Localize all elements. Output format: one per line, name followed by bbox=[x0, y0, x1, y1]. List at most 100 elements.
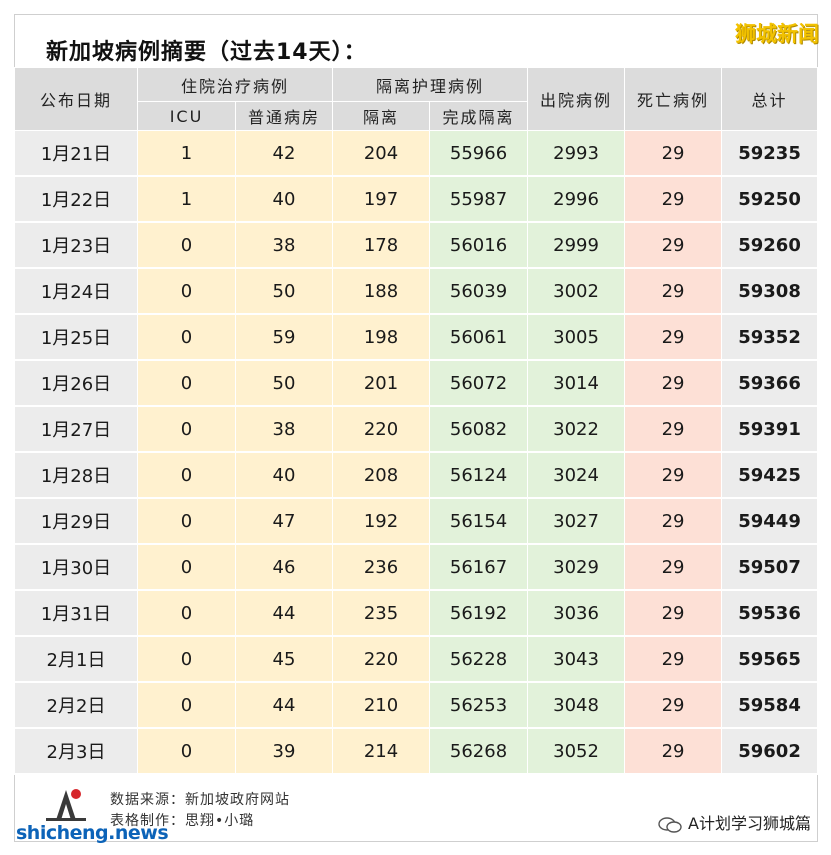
row-date: 2月2日 bbox=[14, 681, 138, 729]
footer-maker: 表格制作：思翔•小璐 bbox=[110, 813, 255, 829]
cell-discharged: 3048 bbox=[527, 681, 626, 729]
cell-completed-isolation: 56082 bbox=[429, 405, 529, 453]
row-date: 1月24日 bbox=[14, 267, 138, 315]
cell-total: 59352 bbox=[721, 313, 819, 361]
table-row: 1月28日 0 40 208 56124 3024 29 59425 bbox=[14, 451, 819, 499]
cell-total: 59366 bbox=[721, 359, 819, 407]
table-row: 2月3日 0 39 214 56268 3052 29 59602 bbox=[14, 727, 819, 775]
table-row: 1月29日 0 47 192 56154 3027 29 59449 bbox=[14, 497, 819, 545]
cell-icu: 0 bbox=[137, 359, 236, 407]
cell-discharged: 3014 bbox=[527, 359, 626, 407]
cell-icu: 0 bbox=[137, 405, 236, 453]
cell-total: 59260 bbox=[721, 221, 819, 269]
row-date: 1月28日 bbox=[14, 451, 138, 499]
site-watermark: shicheng.news bbox=[16, 822, 169, 844]
cell-deaths: 29 bbox=[624, 589, 723, 637]
cell-discharged: 3029 bbox=[527, 543, 626, 591]
header-isolated: 隔离 bbox=[332, 101, 431, 131]
cell-discharged: 2999 bbox=[527, 221, 626, 269]
row-date: 1月25日 bbox=[14, 313, 138, 361]
cell-deaths: 29 bbox=[624, 130, 723, 177]
table-row: 1月31日 0 44 235 56192 3036 29 59536 bbox=[14, 589, 819, 637]
cell-icu: 0 bbox=[137, 589, 236, 637]
case-summary-table: 公布日期 住院治疗病例 隔离护理病例 出院病例 死亡病例 总计 ICU 普通病房… bbox=[14, 67, 819, 775]
cell-completed-isolation: 56253 bbox=[429, 681, 529, 729]
cell-deaths: 29 bbox=[624, 727, 723, 775]
wechat-account: A计划学习狮城篇 bbox=[658, 810, 811, 834]
row-date: 1月23日 bbox=[14, 221, 138, 269]
cell-total: 59235 bbox=[721, 130, 819, 177]
cell-general-ward: 38 bbox=[234, 221, 334, 269]
table-row: 1月27日 0 38 220 56082 3022 29 59391 bbox=[14, 405, 819, 453]
cell-completed-isolation: 56268 bbox=[429, 727, 529, 775]
cell-icu: 0 bbox=[137, 313, 236, 361]
cell-isolated: 208 bbox=[332, 451, 431, 499]
cell-icu: 0 bbox=[137, 267, 236, 315]
cell-total: 59449 bbox=[721, 497, 819, 545]
cell-isolated: 201 bbox=[332, 359, 431, 407]
cell-completed-isolation: 56039 bbox=[429, 267, 529, 315]
header-completed-isolation: 完成隔离 bbox=[429, 101, 529, 131]
cell-deaths: 29 bbox=[624, 313, 723, 361]
cell-general-ward: 40 bbox=[234, 175, 334, 223]
cell-general-ward: 50 bbox=[234, 267, 334, 315]
cell-completed-isolation: 56124 bbox=[429, 451, 529, 499]
page-title: 新加坡病例摘要（过去14天）： bbox=[46, 40, 367, 65]
wechat-account-name: A计划学习狮城篇 bbox=[688, 814, 811, 833]
cell-isolated: 220 bbox=[332, 635, 431, 683]
cell-general-ward: 47 bbox=[234, 497, 334, 545]
row-date: 1月31日 bbox=[14, 589, 138, 637]
cell-isolated: 198 bbox=[332, 313, 431, 361]
cell-isolated: 188 bbox=[332, 267, 431, 315]
cell-general-ward: 46 bbox=[234, 543, 334, 591]
cell-total: 59565 bbox=[721, 635, 819, 683]
cell-isolated: 235 bbox=[332, 589, 431, 637]
cell-discharged: 3002 bbox=[527, 267, 626, 315]
cell-icu: 0 bbox=[137, 451, 236, 499]
cell-isolated: 220 bbox=[332, 405, 431, 453]
cell-isolated: 192 bbox=[332, 497, 431, 545]
cell-deaths: 29 bbox=[624, 635, 723, 683]
cell-isolated: 210 bbox=[332, 681, 431, 729]
cell-deaths: 29 bbox=[624, 175, 723, 223]
cell-discharged: 3052 bbox=[527, 727, 626, 775]
table-row: 1月23日 0 38 178 56016 2999 29 59260 bbox=[14, 221, 819, 269]
cell-total: 59584 bbox=[721, 681, 819, 729]
cell-icu: 1 bbox=[137, 175, 236, 223]
cell-completed-isolation: 55987 bbox=[429, 175, 529, 223]
cell-deaths: 29 bbox=[624, 681, 723, 729]
header-total: 总计 bbox=[721, 67, 819, 131]
table-row: 2月2日 0 44 210 56253 3048 29 59584 bbox=[14, 681, 819, 729]
cell-discharged: 3043 bbox=[527, 635, 626, 683]
cell-completed-isolation: 56072 bbox=[429, 359, 529, 407]
cell-icu: 0 bbox=[137, 543, 236, 591]
header-date: 公布日期 bbox=[14, 67, 138, 131]
row-date: 1月26日 bbox=[14, 359, 138, 407]
cell-isolated: 197 bbox=[332, 175, 431, 223]
cell-isolated: 204 bbox=[332, 130, 431, 177]
cell-general-ward: 42 bbox=[234, 130, 334, 177]
cell-discharged: 3036 bbox=[527, 589, 626, 637]
cell-deaths: 29 bbox=[624, 543, 723, 591]
table-row: 1月21日 1 42 204 55966 2993 29 59235 bbox=[14, 130, 819, 177]
cell-discharged: 3024 bbox=[527, 451, 626, 499]
cell-completed-isolation: 56228 bbox=[429, 635, 529, 683]
cell-icu: 1 bbox=[137, 130, 236, 177]
cell-total: 59536 bbox=[721, 589, 819, 637]
cell-deaths: 29 bbox=[624, 405, 723, 453]
table-row: 1月30日 0 46 236 56167 3029 29 59507 bbox=[14, 543, 819, 591]
table-row: 1月25日 0 59 198 56061 3005 29 59352 bbox=[14, 313, 819, 361]
cell-isolated: 214 bbox=[332, 727, 431, 775]
table-row: 1月24日 0 50 188 56039 3002 29 59308 bbox=[14, 267, 819, 315]
brand-watermark: 狮城新闻 bbox=[735, 22, 819, 46]
row-date: 1月21日 bbox=[14, 130, 138, 177]
cell-total: 59602 bbox=[721, 727, 819, 775]
cell-general-ward: 45 bbox=[234, 635, 334, 683]
table-row: 2月1日 0 45 220 56228 3043 29 59565 bbox=[14, 635, 819, 683]
cell-total: 59391 bbox=[721, 405, 819, 453]
cell-completed-isolation: 55966 bbox=[429, 130, 529, 177]
cell-completed-isolation: 56192 bbox=[429, 589, 529, 637]
cell-total: 59425 bbox=[721, 451, 819, 499]
cell-completed-isolation: 56016 bbox=[429, 221, 529, 269]
cell-general-ward: 39 bbox=[234, 727, 334, 775]
